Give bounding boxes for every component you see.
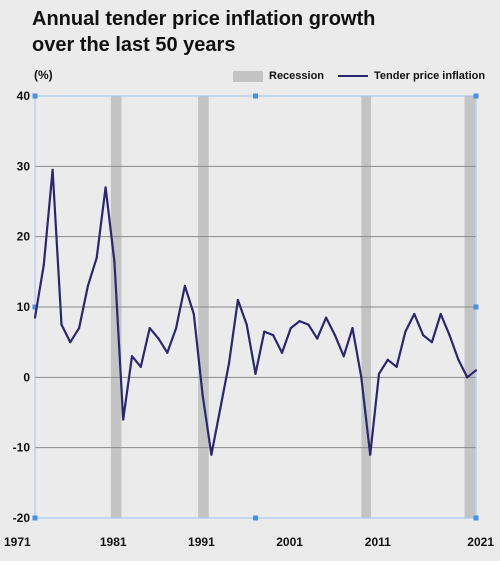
data-point: [210, 453, 213, 456]
legend-recession-label: Recession: [269, 70, 325, 82]
x-tick-labels: 1971 1981 1991 2001 2011 2021: [4, 535, 494, 549]
y-tick-label: -20: [13, 511, 31, 525]
frame-handle: [253, 515, 258, 521]
legend-recession-swatch: [233, 70, 263, 82]
data-point: [33, 316, 37, 319]
data-point: [280, 351, 284, 354]
data-point: [139, 365, 142, 368]
data-point: [342, 355, 345, 358]
data-point: [421, 334, 425, 337]
data-point: [60, 323, 63, 326]
y-axis-unit-label: (%): [34, 68, 53, 82]
data-point: [316, 337, 319, 340]
data-point: [192, 312, 195, 316]
data-point: [289, 327, 292, 330]
y-tick-labels: 40 30 20 10 0 -10 -20: [13, 89, 31, 525]
plot-frame: [32, 93, 479, 521]
data-point: [272, 334, 275, 337]
x-tick-label: 1971: [4, 535, 31, 549]
data-point: [474, 369, 478, 372]
data-point: [369, 453, 372, 456]
data-point: [404, 330, 407, 333]
y-tick-label: 0: [23, 370, 30, 384]
data-point: [448, 334, 451, 337]
data-point: [298, 319, 301, 323]
x-tick-label: 1981: [100, 535, 127, 549]
data-point: [430, 341, 433, 344]
frame-handle: [32, 93, 38, 99]
frame-handle: [473, 93, 479, 99]
x-tick-label: 2001: [276, 535, 303, 549]
data-point: [457, 358, 460, 361]
data-point: [395, 365, 398, 368]
data-point: [307, 323, 310, 326]
data-point: [95, 256, 98, 259]
data-point: [113, 260, 116, 263]
data-point: [42, 263, 45, 266]
data-point: [166, 351, 169, 354]
data-point: [236, 298, 239, 302]
chart-title: Annual tender price inflation growth ove…: [32, 6, 472, 58]
data-point: [254, 372, 257, 375]
chart-legend: Recession Tender price inflation: [233, 70, 485, 82]
data-point: [351, 327, 354, 330]
data-point: [219, 407, 222, 411]
frame-handle: [32, 304, 38, 310]
data-point: [201, 393, 204, 397]
data-point: [175, 327, 178, 330]
data-point: [466, 376, 469, 379]
chart-title-line-2: over the last 50 years: [32, 34, 236, 56]
data-point: [333, 334, 336, 337]
data-point: [263, 330, 266, 333]
data-point: [148, 327, 151, 330]
data-point: [130, 355, 134, 358]
data-point: [245, 323, 248, 326]
data-point: [439, 312, 442, 316]
data-point: [157, 337, 160, 340]
data-point: [69, 341, 72, 344]
data-point: [122, 418, 125, 421]
data-point: [377, 372, 381, 375]
series-line-0: [33, 168, 477, 456]
legend-inflation-label: Tender price inflation: [374, 70, 486, 82]
gridlines: [35, 165, 476, 449]
data-point: [183, 284, 187, 287]
frame-handle: [473, 515, 479, 521]
frame-handle: [473, 304, 479, 310]
x-tick-label: 2011: [365, 535, 391, 549]
data-point: [324, 316, 328, 319]
y-tick-label: 20: [17, 230, 31, 244]
data-point: [227, 362, 231, 365]
x-tick-label: 1991: [188, 535, 215, 549]
data-point: [386, 358, 389, 361]
frame-handle: [32, 515, 38, 521]
data-point: [78, 327, 81, 330]
y-tick-label: 30: [17, 159, 31, 173]
chart-title-line-1: Annual tender price inflation growth: [32, 8, 376, 30]
data-point: [360, 376, 363, 379]
data-point: [51, 168, 54, 171]
data-point: [413, 312, 416, 316]
frame-handle: [253, 93, 258, 99]
data-point: [86, 284, 90, 287]
legend-inflation-swatch: [338, 75, 369, 77]
x-tick-label: 2021: [467, 535, 494, 549]
data-point: [104, 186, 107, 189]
series-layer: [33, 168, 478, 456]
y-tick-label: 40: [17, 89, 31, 103]
y-tick-label: 10: [17, 300, 31, 314]
y-tick-label: -10: [13, 441, 31, 455]
